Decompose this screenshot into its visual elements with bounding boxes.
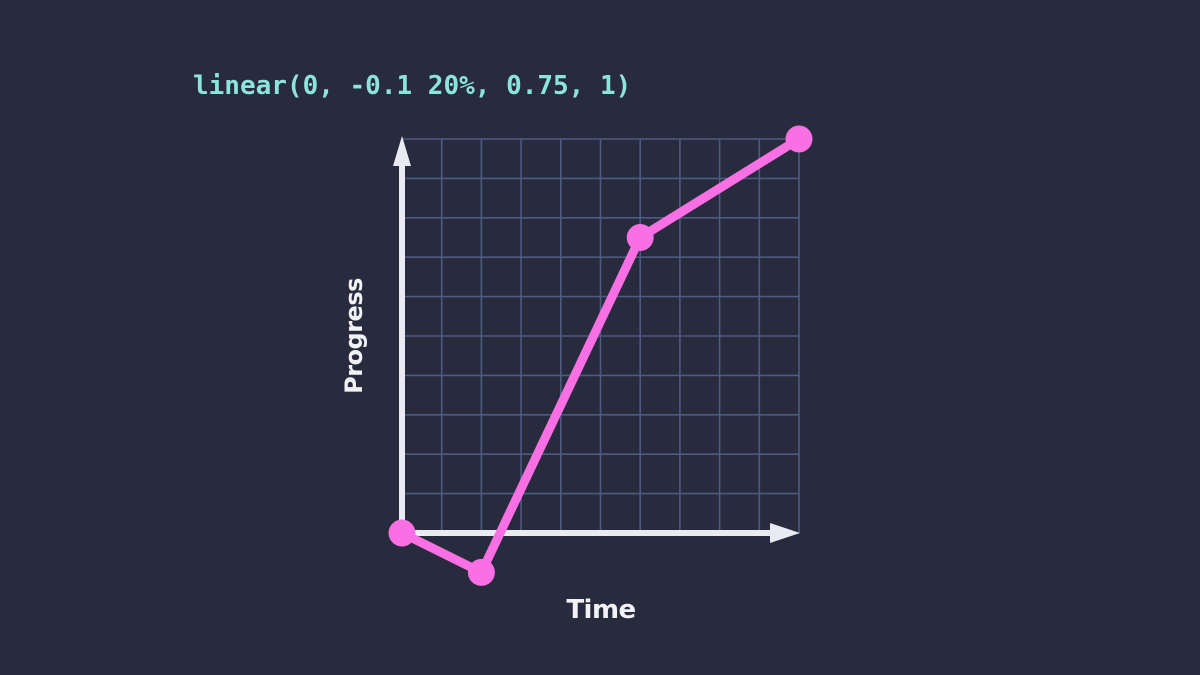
grid-lines — [401, 138, 800, 534]
easing-function-code: linear(0, -0.1 20%, 0.75, 1) — [193, 71, 632, 101]
curve-point — [388, 519, 416, 547]
y-axis-label: Progress — [340, 278, 368, 394]
y-axis-arrowhead — [393, 136, 411, 166]
easing-polyline — [397, 134, 804, 577]
x-axis-label: Time — [566, 595, 636, 625]
curve-point — [785, 125, 813, 153]
axes — [393, 136, 800, 543]
x-axis-arrowhead — [770, 523, 800, 543]
curve-point — [626, 224, 654, 251]
easing-curve — [388, 125, 813, 586]
curve-point — [467, 558, 495, 586]
